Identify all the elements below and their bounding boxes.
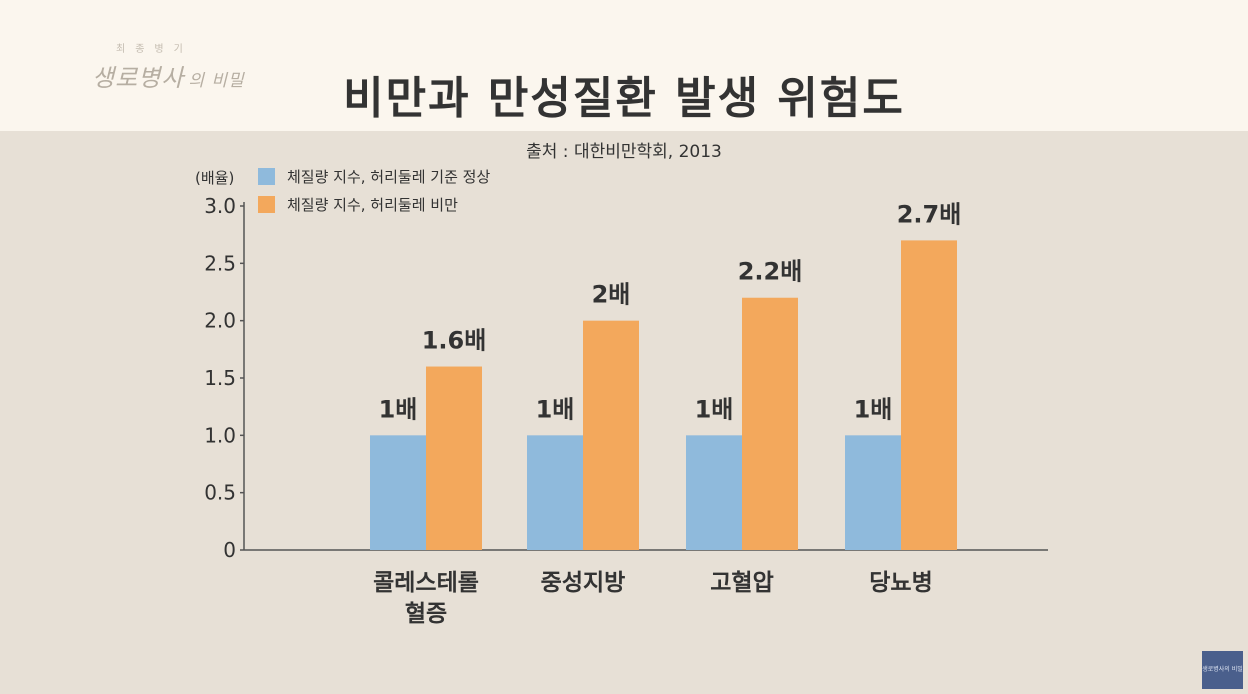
chart-source: 출처 : 대한비만학회, 2013 [526, 142, 722, 162]
bar-normal [686, 435, 742, 550]
y-axis-unit-label: (배율) [195, 169, 235, 187]
logo-tail-text: 의 비밀 [188, 71, 245, 91]
data-label-obese: 2.2배 [738, 258, 803, 286]
y-tick-label: 0.5 [204, 481, 236, 505]
y-tick-label: 1.0 [204, 423, 236, 447]
chart-title: 비만과 만성질환 발생 위험도 [343, 73, 905, 124]
bar-obese [426, 366, 482, 550]
x-category-label: 당뇨병 [869, 570, 932, 596]
bar-obese [742, 297, 798, 550]
bar-normal [845, 435, 901, 550]
bar-obese [583, 320, 639, 550]
y-tick-label: 2.0 [204, 309, 236, 333]
data-label-obese: 2.7배 [897, 200, 962, 228]
data-label-normal: 1배 [854, 395, 893, 423]
legend-item-normal: 체질량 지수, 허리둘레 기준 정상 [258, 166, 490, 187]
legend-swatch-normal [258, 168, 275, 185]
header-band [0, 0, 1248, 131]
legend-item-obese: 체질량 지수, 허리둘레 비만 [258, 194, 458, 215]
y-tick-label: 1.5 [204, 366, 236, 390]
y-tick-label: 3.0 [204, 194, 236, 218]
broadcast-corner-badge: 생로병사의 비밀 [1202, 651, 1243, 689]
y-tick-label: 2.5 [204, 251, 236, 275]
bar-normal [370, 435, 426, 550]
bar-obese [901, 240, 957, 550]
x-category-label: 고혈압 [710, 570, 773, 596]
x-category-label: 혈증 [405, 601, 447, 627]
legend-swatch-obese [258, 196, 275, 213]
data-label-normal: 1배 [695, 395, 734, 423]
data-label-normal: 1배 [379, 395, 418, 423]
bar-normal [527, 435, 583, 550]
legend-label-obese: 체질량 지수, 허리둘레 비만 [287, 196, 458, 214]
program-logo: 생로병사 의 비밀 [92, 58, 245, 93]
logo-main-text: 생로병사 [92, 64, 185, 92]
logo-top-text: 최종병기 [116, 44, 193, 55]
legend-label-normal: 체질량 지수, 허리둘레 기준 정상 [287, 168, 491, 186]
x-category-label: 콜레스테롤 [373, 570, 479, 596]
data-label-normal: 1배 [536, 395, 575, 423]
data-label-obese: 1.6배 [422, 327, 487, 355]
data-label-obese: 2배 [592, 281, 631, 309]
y-tick-label: 0 [223, 538, 236, 562]
x-category-label: 중성지방 [541, 570, 626, 596]
